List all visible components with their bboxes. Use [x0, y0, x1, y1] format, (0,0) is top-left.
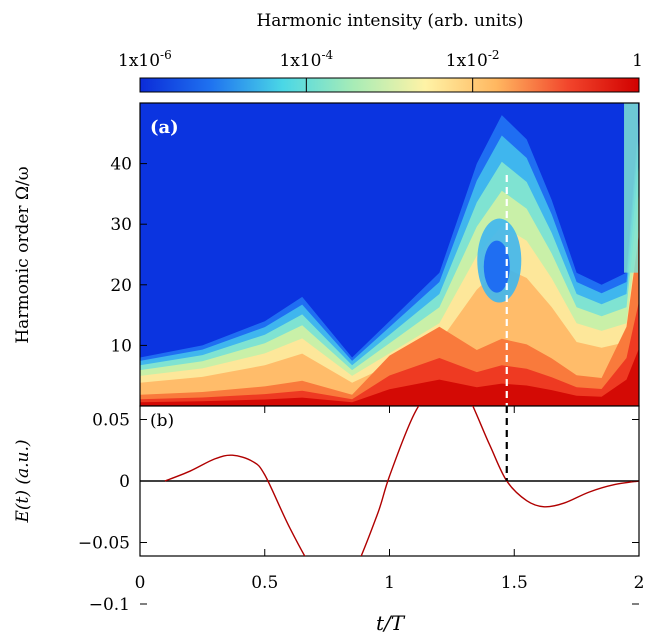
- xtick-label: 0: [135, 573, 146, 593]
- colorbar-tick-base: 1: [632, 51, 643, 71]
- heatmap-spot: [624, 103, 639, 273]
- panel-b-ylabel-text: E(t) (a.u.): [13, 439, 33, 523]
- ytick-label: 30: [110, 215, 132, 235]
- xtick-label: 2: [634, 573, 645, 593]
- colorbar-tick-label: 1x10-6: [118, 48, 172, 71]
- ytick-label: −0.1: [89, 595, 130, 615]
- ytick-label: −0.05: [78, 534, 130, 554]
- panel-a-yticks: 10 20 30 40: [110, 155, 147, 356]
- heatmap-level: [140, 301, 639, 406]
- colorbar-tick-base: 1x10: [279, 51, 321, 71]
- colorbar-tick-label: 1x10-2: [446, 48, 500, 71]
- panel-b-ylabel: E(t) (a.u.): [13, 439, 33, 523]
- colorbar-tick-exp: -2: [488, 48, 500, 62]
- panel-b-yticks: 0.050−0.05−0.1: [78, 411, 639, 615]
- colorbar-tick-base: 1x10: [118, 51, 160, 71]
- heatmap-level: [140, 348, 639, 406]
- colorbar-tick-label: 1: [632, 51, 643, 71]
- heatmap-spot: [483, 240, 510, 293]
- heatmap-area: [140, 103, 639, 406]
- colorbar-tick-exp: -4: [322, 48, 334, 62]
- colorbar-tick-label: 1x10-4: [279, 48, 333, 71]
- ytick-label: 40: [110, 155, 132, 175]
- xtick-label: 1: [384, 573, 395, 593]
- panel-a-label: (a): [150, 117, 179, 138]
- colorbar-ticks: 1x10-6 1x10-4 1x10-2 1: [118, 48, 643, 71]
- ytick-label: 20: [110, 276, 132, 296]
- ytick-label: 0.05: [92, 411, 130, 431]
- colorbar-tick-base: 1x10: [446, 51, 488, 71]
- heatmap-level: [140, 233, 639, 406]
- xtick-label: 0.5: [251, 573, 278, 593]
- colorbar: [139, 77, 640, 93]
- panel-b-xticks: 0 0.5 1 1.5 2: [135, 406, 645, 593]
- ytick-label: 10: [110, 336, 132, 356]
- colorbar-tick-marks: [305, 78, 474, 92]
- xtick-label: 1.5: [501, 573, 528, 593]
- panel-a-ylabel: Harmonic order Ω/ω: [13, 166, 33, 343]
- colorbar-title: Harmonic intensity (arb. units): [256, 11, 523, 31]
- ytick-label: 0: [119, 472, 130, 492]
- heatmap-layers: [140, 115, 639, 406]
- colorbar-tick-exp: -6: [160, 48, 172, 62]
- panel-b-xlabel: t/T: [376, 611, 406, 635]
- panel-b-label: (b): [150, 411, 174, 431]
- heatmap-spots: [477, 103, 639, 303]
- field-curve: [164, 406, 639, 556]
